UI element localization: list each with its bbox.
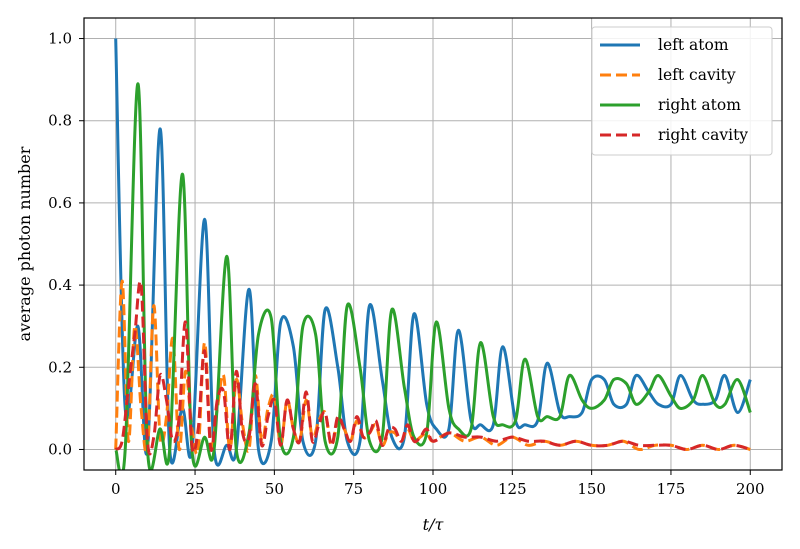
legend-label: left cavity	[658, 66, 736, 84]
y-tick-label: 1.0	[48, 30, 72, 48]
legend-box	[591, 26, 773, 156]
legend: left atom left cavity right atom right cavi…	[591, 26, 773, 156]
legend-label: left atom	[658, 36, 729, 54]
x-tick-label: 75	[344, 480, 363, 498]
x-tick-label: 200	[736, 480, 765, 498]
series-layer	[114, 38, 752, 470]
x-axis-label: t/τ	[423, 515, 445, 534]
x-tick-label: 175	[657, 480, 686, 498]
y-tick-label: 0.4	[48, 276, 72, 294]
series-line-right-cavity	[114, 280, 751, 456]
y-tick-label: 0.6	[48, 194, 72, 212]
x-tick-label: 0	[111, 480, 121, 498]
x-tick-label: 100	[419, 480, 448, 498]
x-tick-label: 50	[265, 480, 284, 498]
ticks: 0 25 50 75 100 125 150 175 200 0.0 0.2 0.4 0.6 0.8 1.0	[48, 30, 764, 498]
y-axis-label: average photon number	[15, 146, 34, 341]
y-tick-label: 0.2	[48, 358, 72, 376]
series-line-right-atom	[114, 82, 752, 470]
legend-label: right cavity	[658, 126, 748, 144]
x-tick-label: 125	[498, 480, 527, 498]
legend-label: right atom	[658, 96, 741, 114]
x-tick-label: 150	[577, 480, 606, 498]
x-tick-label: 25	[185, 480, 204, 498]
y-tick-label: 0.0	[48, 440, 72, 458]
y-tick-label: 0.8	[48, 112, 72, 130]
